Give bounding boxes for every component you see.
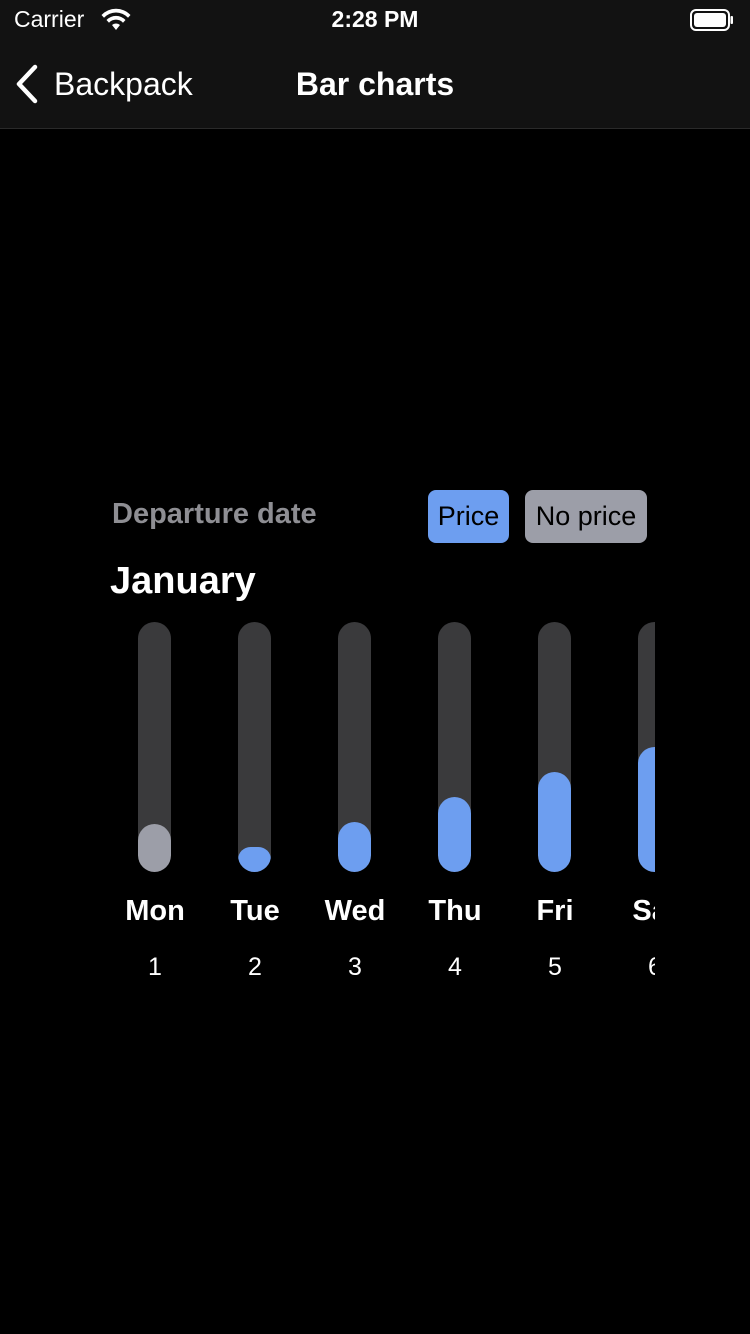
back-button[interactable]: Backpack <box>14 40 193 128</box>
bar-column[interactable]: Thu 4 <box>410 620 510 1000</box>
bar-track[interactable] <box>538 622 571 872</box>
battery-icon <box>690 9 733 31</box>
date-label: 6 <box>610 953 655 982</box>
bar <box>438 797 471 872</box>
day-label: Mon <box>125 895 185 927</box>
wifi-icon <box>101 8 131 30</box>
bar-track[interactable] <box>638 622 655 872</box>
bar-track[interactable] <box>438 622 471 872</box>
bar <box>638 747 655 872</box>
status-time: 2:28 PM <box>331 6 419 32</box>
bar <box>138 824 171 872</box>
legend-no-price: No price <box>525 490 647 543</box>
day-label: Fri <box>536 895 574 927</box>
date-label: 3 <box>348 953 362 981</box>
back-label: Backpack <box>54 65 193 102</box>
chevron-left-icon <box>16 64 38 104</box>
bar-column[interactable]: Mon 1 <box>110 620 210 1000</box>
day-label: Tue <box>230 895 280 927</box>
bar <box>338 822 371 872</box>
bar <box>538 772 571 872</box>
day-label: Thu <box>428 895 482 927</box>
day-label: Sat <box>632 895 655 927</box>
day-label: Wed <box>324 895 386 927</box>
status-bar: Carrier 2:28 PM <box>0 0 750 40</box>
bar-track[interactable] <box>338 622 371 872</box>
page-title: Bar charts <box>295 66 455 102</box>
bar-track[interactable] <box>138 622 171 872</box>
date-label: 2 <box>248 953 262 981</box>
month-label: January <box>110 560 256 602</box>
bar-column[interactable]: Wed 3 <box>310 620 410 1000</box>
navigation-bar: Backpack Bar charts <box>0 40 750 129</box>
bar-chart[interactable]: Mon 1 Tue 2 Wed 3 Thu 4 Fri 5 Sat 6 <box>110 620 655 1000</box>
legend-price: Price <box>428 490 509 543</box>
bar-column[interactable]: Tue 2 <box>210 620 310 1000</box>
bar-column[interactable]: Sat 6 <box>610 620 655 1000</box>
bar <box>238 847 271 872</box>
date-label: 1 <box>148 953 162 981</box>
bar-track[interactable] <box>238 622 271 872</box>
date-label: 4 <box>448 953 462 981</box>
bar-column[interactable]: Fri 5 <box>510 620 610 1000</box>
date-label: 5 <box>548 953 562 981</box>
departure-date-label: Departure date <box>112 498 317 530</box>
carrier-label: Carrier <box>14 6 85 32</box>
